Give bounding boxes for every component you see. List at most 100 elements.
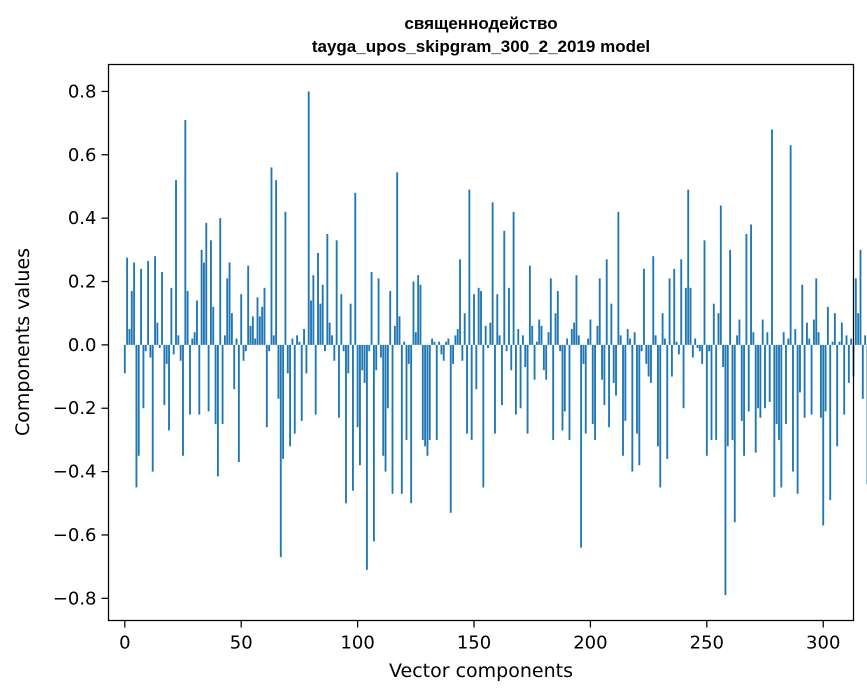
bar-314 — [855, 278, 857, 345]
bar-40 — [217, 345, 219, 476]
bar-32 — [198, 345, 200, 415]
bar-241 — [685, 288, 687, 345]
bar-309 — [843, 345, 845, 415]
bar-107 — [373, 345, 375, 541]
bar-43 — [224, 335, 226, 345]
bar-237 — [676, 342, 678, 345]
bar-98 — [352, 345, 354, 491]
bar-255 — [718, 313, 720, 345]
bar-114 — [389, 291, 391, 345]
bar-186 — [557, 291, 559, 345]
bar-80 — [310, 301, 312, 345]
bar-235 — [671, 345, 673, 377]
bar-145 — [461, 345, 463, 361]
bar-122 — [408, 345, 410, 364]
bar-64 — [273, 335, 275, 345]
bar-187 — [559, 345, 561, 351]
bar-260 — [729, 250, 731, 345]
chart-title-line-2: tayga_upos_skipgram_300_2_2019 model — [312, 37, 650, 56]
bar-152 — [478, 288, 480, 345]
bar-52 — [245, 345, 247, 351]
bar-189 — [564, 345, 566, 412]
bar-77 — [303, 329, 305, 345]
bar-62 — [268, 345, 270, 351]
bar-0 — [124, 345, 126, 374]
bar-6 — [138, 345, 140, 456]
bar-180 — [543, 345, 545, 370]
bar-288 — [794, 329, 796, 345]
bar-70 — [287, 345, 289, 374]
bar-157 — [489, 323, 491, 345]
bar-305 — [834, 313, 836, 345]
bar-130 — [427, 345, 429, 456]
bar-283 — [783, 332, 785, 345]
bar-154 — [482, 345, 484, 488]
y-tick-label: 0.2 — [68, 272, 97, 293]
bar-315 — [857, 313, 859, 345]
bar-167 — [513, 212, 515, 345]
x-tick-label: 150 — [457, 633, 491, 654]
bar-205 — [601, 345, 603, 380]
bar-161 — [499, 335, 501, 345]
bar-253 — [713, 304, 715, 345]
bar-212 — [617, 212, 619, 345]
bar-97 — [350, 304, 352, 345]
bar-91 — [336, 240, 338, 345]
bar-29 — [191, 339, 193, 345]
bar-191 — [569, 345, 571, 440]
bar-304 — [832, 342, 834, 345]
bar-30 — [194, 332, 196, 345]
bar-229 — [657, 345, 659, 446]
bar-274 — [762, 320, 764, 345]
bar-137 — [443, 345, 445, 361]
bar-51 — [243, 345, 245, 361]
bar-12 — [152, 345, 154, 472]
bar-264 — [738, 320, 740, 345]
bar-188 — [562, 345, 564, 431]
bar-19 — [168, 345, 170, 431]
bar-35 — [205, 223, 207, 345]
bar-244 — [692, 345, 694, 358]
bar-18 — [166, 345, 168, 364]
bar-25 — [182, 345, 184, 456]
bar-297 — [815, 278, 817, 345]
bar-111 — [382, 345, 384, 456]
bar-60 — [264, 288, 266, 345]
bar-172 — [524, 345, 526, 367]
bar-156 — [487, 345, 489, 348]
x-axis-label: Vector components — [389, 660, 573, 682]
bar-171 — [522, 335, 524, 345]
bar-201 — [592, 345, 594, 424]
bar-310 — [846, 335, 848, 345]
bar-24 — [180, 345, 182, 361]
bar-14 — [156, 323, 158, 345]
bar-46 — [231, 313, 233, 345]
bar-27 — [187, 291, 189, 345]
bar-219 — [634, 332, 636, 345]
bar-86 — [324, 345, 326, 351]
bar-259 — [727, 345, 729, 446]
bar-15 — [159, 345, 161, 348]
bar-286 — [790, 145, 792, 345]
bar-303 — [829, 345, 831, 500]
bar-230 — [659, 345, 661, 488]
bar-233 — [666, 345, 668, 459]
bar-132 — [431, 339, 433, 345]
bar-181 — [545, 345, 547, 380]
bar-204 — [599, 278, 601, 345]
y-tick-label: −0.8 — [53, 588, 97, 609]
bar-312 — [850, 339, 852, 345]
bar-50 — [240, 294, 242, 345]
bar-39 — [215, 345, 217, 424]
bar-155 — [485, 326, 487, 345]
bar-88 — [329, 323, 331, 345]
x-tick-label: 50 — [230, 633, 253, 654]
bar-165 — [508, 288, 510, 345]
bar-33 — [201, 250, 203, 345]
bar-252 — [711, 345, 713, 440]
bar-225 — [648, 345, 650, 377]
bar-269 — [750, 224, 752, 344]
bar-178 — [538, 320, 540, 345]
bar-37 — [210, 240, 212, 345]
